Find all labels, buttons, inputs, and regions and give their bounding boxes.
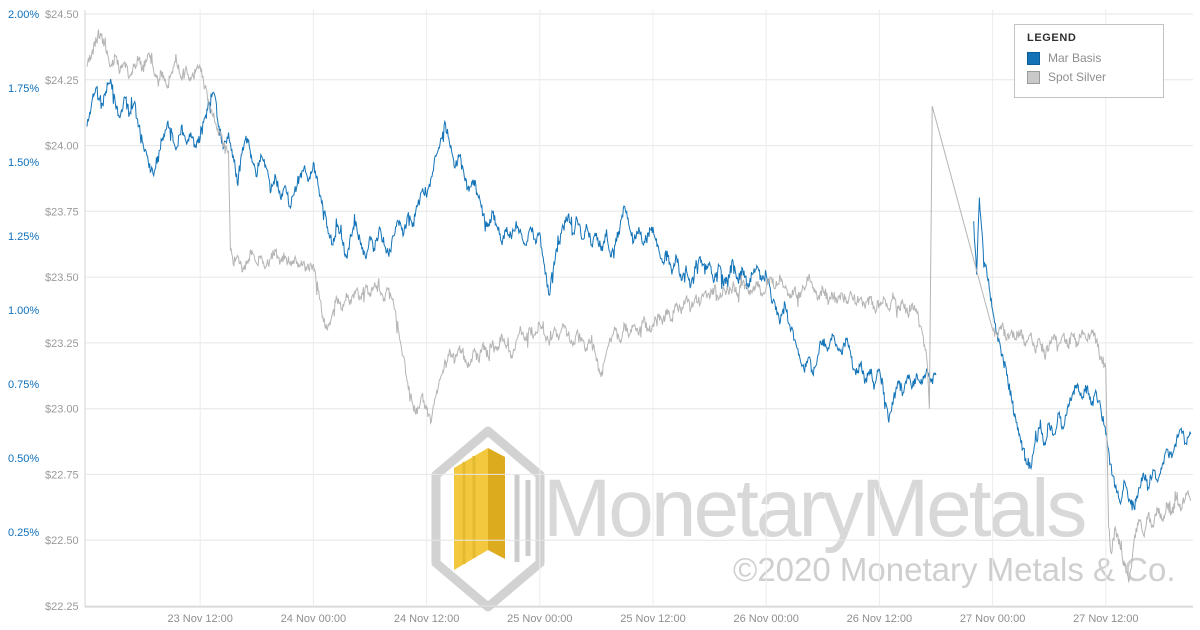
- x-axis-tick-label: 25 Nov 12:00: [620, 613, 685, 625]
- series-mar-basis: [86, 79, 1192, 511]
- y-axis-percent-tick-label: 0.75%: [8, 379, 39, 391]
- y-axis-price-tick-label: $23.25: [45, 338, 79, 350]
- y-axis-percent-tick-label: 1.00%: [8, 305, 39, 317]
- spot-silver-swatch-icon: [1027, 70, 1040, 84]
- y-axis-price-tick-label: $23.75: [45, 206, 79, 218]
- legend-item-mar-basis[interactable]: Mar Basis: [1027, 51, 1153, 65]
- mar-basis-swatch-icon: [1027, 51, 1040, 65]
- x-axis-tick-label: 23 Nov 12:00: [167, 613, 232, 625]
- y-axis-price-tick-label: $22.25: [45, 601, 79, 613]
- y-axis-price-tick-label: $22.50: [45, 535, 79, 547]
- y-axis-percent-tick-label: 1.50%: [8, 157, 39, 169]
- y-axis-price-tick-label: $22.75: [45, 469, 79, 481]
- x-axis-tick-label: 24 Nov 00:00: [281, 613, 346, 625]
- y-axis-percent-tick-label: 2.00%: [8, 9, 39, 21]
- legend-title: LEGEND: [1027, 32, 1077, 44]
- y-axis-price-tick-label: $24.00: [45, 141, 79, 153]
- y-axis-price-tick-label: $24.25: [45, 75, 79, 87]
- legend-item-spot-silver[interactable]: Spot Silver: [1027, 70, 1153, 84]
- x-axis-tick-label: 26 Nov 00:00: [733, 613, 798, 625]
- legend-label-mar-basis: Mar Basis: [1048, 51, 1102, 65]
- y-axis-percent-tick-label: 0.25%: [8, 527, 39, 539]
- x-axis-tick-label: 24 Nov 12:00: [394, 613, 459, 625]
- x-axis-tick-label: 27 Nov 00:00: [960, 613, 1025, 625]
- x-axis-tick-label: 27 Nov 12:00: [1073, 613, 1138, 625]
- y-axis-percent-tick-label: 1.25%: [8, 231, 39, 243]
- legend: LEGEND Mar Basis Spot Silver: [1014, 24, 1164, 98]
- y-axis-percent-tick-label: 0.50%: [8, 453, 39, 465]
- x-axis-tick-label: 26 Nov 12:00: [847, 613, 912, 625]
- x-axis-tick-label: 25 Nov 00:00: [507, 613, 572, 625]
- y-axis-price-tick-label: $24.50: [45, 9, 79, 21]
- series-spot-silver: [86, 29, 1192, 584]
- y-axis-price-tick-label: $23.00: [45, 404, 79, 416]
- y-axis-percent-tick-label: 1.75%: [8, 83, 39, 95]
- legend-label-spot-silver: Spot Silver: [1048, 70, 1107, 84]
- y-axis-price-tick-label: $23.50: [45, 272, 79, 284]
